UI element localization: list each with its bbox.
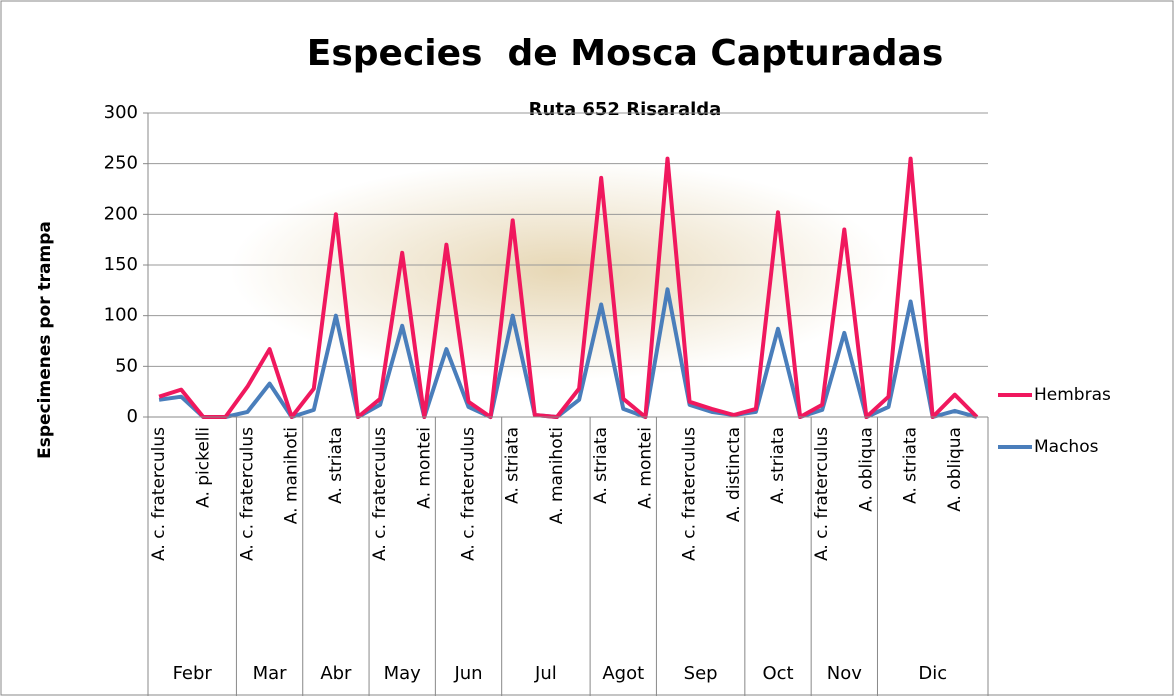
x-group-label: Dic (918, 663, 947, 684)
chart-subtitle: Ruta 652 Risaralda (529, 99, 722, 120)
x-tick-label: A. striata (901, 427, 921, 504)
x-tick-label: A. obliqua (856, 427, 876, 512)
y-tick-label: 100 (104, 305, 138, 326)
chart-title: Especies de Mosca Capturadas (307, 33, 944, 74)
x-tick-label: A. manihoti (282, 427, 302, 524)
x-group-label: Oct (762, 663, 793, 684)
y-tick-label: 150 (104, 254, 138, 275)
x-group-label: Sep (684, 663, 718, 684)
x-tick-label: A. c. fraterculus (370, 427, 390, 561)
y-tick-label: 200 (104, 203, 138, 224)
x-tick-label: A. striata (503, 427, 523, 504)
x-tick-label: A. c. fraterculus (812, 427, 832, 561)
x-tick-label: A. montei (635, 427, 655, 509)
x-group-label: Jun (453, 663, 482, 684)
x-tick-label: A. c. fraterculus (680, 427, 700, 561)
x-tick-label: A. c. fraterculus (149, 427, 169, 561)
x-group-label: Jul (534, 663, 557, 684)
x-tick-label: A. distincta (724, 427, 744, 522)
x-tick-label: A. obliqua (945, 427, 965, 512)
legend-label: Hembras (1034, 385, 1111, 405)
x-tick-label: A. striata (768, 427, 788, 504)
x-group-label: Nov (827, 663, 862, 684)
x-tick-label: A. striata (326, 427, 346, 504)
y-tick-label: 250 (104, 153, 138, 174)
y-axis-label: Especimenes por trampa (35, 221, 55, 459)
y-tick-label: 0 (127, 406, 138, 427)
x-tick-label: A. pickelli (193, 427, 213, 508)
x-group-label: Mar (253, 663, 288, 684)
x-tick-label: A. striata (591, 427, 611, 504)
legend-label: Machos (1034, 437, 1099, 457)
y-tick-label: 50 (115, 355, 138, 376)
x-tick-label: A. c. fraterculus (459, 427, 479, 561)
x-group-label: Febr (173, 663, 213, 684)
x-group-label: May (384, 663, 422, 684)
x-tick-label: A. manihoti (547, 427, 567, 524)
x-group-label: Agot (602, 663, 644, 684)
x-group-label: Abr (320, 663, 352, 684)
x-tick-label: A. c. fraterculus (237, 427, 257, 561)
y-tick-label: 300 (104, 102, 138, 123)
x-tick-label: A. montei (414, 427, 434, 509)
chart: Especies de Mosca Capturadas Ruta 652 Ri… (0, 0, 1174, 696)
